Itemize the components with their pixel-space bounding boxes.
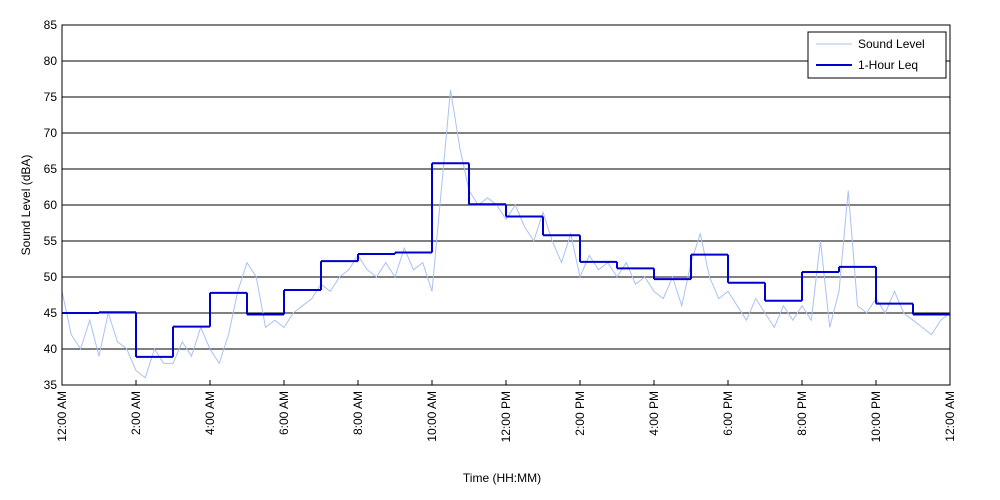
y-tick-label: 60 <box>44 198 58 212</box>
y-tick-label: 45 <box>44 306 58 320</box>
y-tick-label: 80 <box>44 54 58 68</box>
legend-label: 1-Hour Leq <box>858 58 918 72</box>
x-tick-label: 12:00 PM <box>499 391 513 442</box>
x-tick-label: 10:00 PM <box>869 391 883 442</box>
y-tick-label: 75 <box>44 90 58 104</box>
x-tick-label: 8:00 PM <box>795 391 809 436</box>
x-axis-label: Time (HH:MM) <box>463 471 541 485</box>
x-tick-label: 12:00 AM <box>943 391 957 442</box>
x-tick-label: 10:00 AM <box>425 391 439 442</box>
x-tick-label: 8:00 AM <box>351 391 365 435</box>
legend-label: Sound Level <box>858 37 925 51</box>
y-tick-label: 70 <box>44 126 58 140</box>
y-tick-label: 85 <box>44 18 58 32</box>
x-tick-label: 4:00 PM <box>647 391 661 436</box>
legend-box <box>807 31 947 79</box>
x-tick-label: 6:00 AM <box>277 391 291 435</box>
x-tick-label: 12:00 AM <box>55 391 69 442</box>
y-tick-label: 50 <box>44 270 58 284</box>
x-tick-label: 2:00 AM <box>129 391 143 435</box>
x-tick-label: 6:00 PM <box>721 391 735 436</box>
y-axis-label: Sound Level (dBA) <box>19 155 33 256</box>
sound-line <box>61 89 951 379</box>
y-tick-label: 55 <box>44 234 58 248</box>
y-tick-label: 35 <box>44 378 58 392</box>
y-tick-label: 65 <box>44 162 58 176</box>
plot-frame <box>61 24 951 386</box>
x-tick-label: 2:00 PM <box>573 391 587 436</box>
y-tick-label: 40 <box>44 342 58 356</box>
x-tick-label: 4:00 AM <box>203 391 217 435</box>
